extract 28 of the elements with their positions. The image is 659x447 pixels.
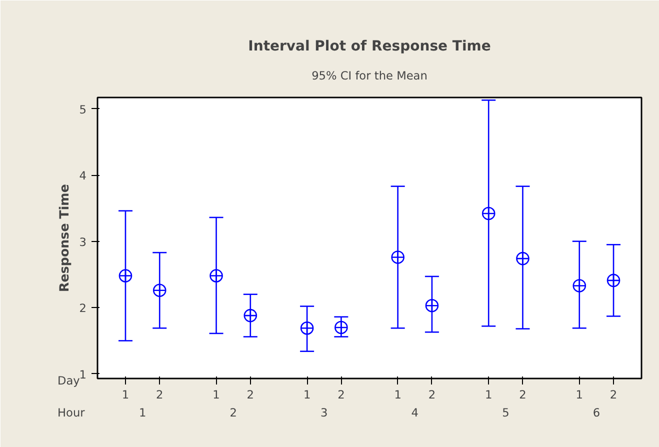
x-tick-label: 2: [156, 388, 164, 402]
x-tick-label: 2: [519, 388, 526, 402]
text: Hour: [58, 406, 86, 420]
x-tick-label: 2: [338, 388, 345, 402]
x-tick-label: 2: [246, 388, 254, 402]
chart-subtitle: 95% CI for the Mean: [312, 68, 428, 82]
y-axis-title: Response Time: [56, 184, 72, 292]
x-tick-label: 1: [394, 388, 402, 402]
y-tick-label: 4: [79, 168, 87, 183]
y-tick-label: 5: [79, 102, 87, 116]
y-tick-label: 2: [79, 301, 87, 316]
chart-title: Interval Plot of Response Time: [248, 38, 491, 54]
x-tick-label: 1: [212, 388, 220, 402]
x-tick-label: 2: [610, 388, 618, 402]
y-tick-label: 3: [79, 234, 87, 249]
x-tick-label: 1: [303, 388, 311, 402]
x-tick-label: 1: [576, 388, 583, 402]
text: 4: [411, 406, 419, 420]
text: 2: [230, 406, 237, 420]
x-tick-label: 1: [485, 388, 492, 402]
text: 6: [592, 406, 600, 420]
text: 5: [502, 406, 510, 420]
text: Day: [58, 374, 80, 388]
text: 1: [138, 406, 146, 420]
y-tick-label: 1: [79, 367, 87, 382]
text: 3: [320, 406, 328, 420]
x-tick-label: 2: [428, 388, 436, 402]
x-tick-label: 1: [122, 388, 130, 402]
